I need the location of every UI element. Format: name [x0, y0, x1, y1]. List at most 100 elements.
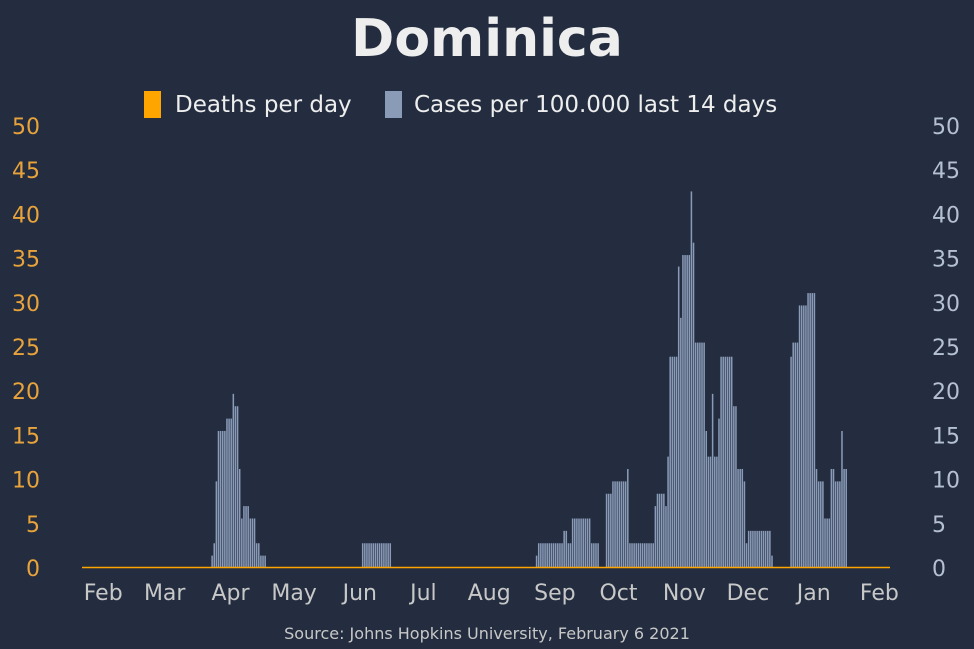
cases-bar: [243, 506, 245, 568]
x-tick-label: Nov: [663, 581, 706, 606]
cases-bar: [722, 356, 724, 568]
left-tick-label: 45: [12, 159, 40, 184]
cases-bar: [224, 430, 226, 568]
cases-bar: [796, 342, 799, 568]
left-tick-label: 50: [12, 115, 40, 140]
cases-bar: [654, 506, 657, 568]
cases-bar: [680, 317, 682, 568]
cases-bar: [641, 543, 644, 568]
cases-bar: [215, 481, 218, 568]
cases-bar: [576, 518, 578, 568]
cases-bar: [688, 255, 691, 568]
right-tick-label: 20: [932, 380, 960, 405]
cases-bar: [620, 481, 623, 568]
cases-bar: [639, 543, 642, 568]
cases-bar: [535, 555, 538, 568]
cases-bar: [571, 518, 574, 568]
cases-bar: [658, 493, 661, 568]
cases-series: [211, 191, 847, 569]
cases-bar: [741, 468, 744, 568]
cases-bar: [646, 543, 648, 568]
cases-bar: [794, 342, 797, 568]
x-tick-label: May: [271, 581, 316, 606]
x-axis: Feb Mar Apr May Jun Jul Aug Sep Oct Nov Dec Jan Feb: [84, 581, 899, 606]
cases-bar: [610, 493, 612, 568]
cases-bar: [230, 418, 232, 568]
cases-bar: [249, 518, 252, 568]
cases-bar: [554, 543, 557, 568]
cases-bar: [817, 481, 820, 568]
right-tick-label: 10: [932, 469, 960, 494]
cases-bar: [385, 543, 387, 568]
right-tick-label: 35: [932, 248, 960, 273]
cases-bar: [374, 543, 377, 568]
cases-bar: [588, 518, 591, 568]
cases-bar: [387, 543, 389, 568]
cases-bar: [631, 543, 633, 568]
cases-bar: [656, 493, 659, 568]
cases-bar: [709, 456, 712, 568]
cases-bar: [370, 543, 372, 568]
cases-bar: [253, 518, 256, 568]
cases-bar: [692, 242, 695, 568]
cases-bar: [629, 543, 631, 568]
right-tick-label: 5: [932, 513, 946, 538]
cases-bar: [258, 543, 260, 568]
cases-bar: [845, 468, 847, 568]
cases-bar: [713, 456, 716, 568]
right-tick-label: 50: [932, 115, 960, 140]
cases-bar: [760, 530, 763, 568]
cases-bar: [711, 393, 714, 568]
cases-bar: [597, 543, 599, 568]
cases-bar: [690, 191, 693, 569]
cases-bar: [226, 418, 228, 568]
cases-bar: [843, 468, 845, 568]
cases-bar: [578, 518, 580, 568]
x-tick-label: Jun: [341, 581, 377, 606]
cases-bar: [699, 342, 701, 568]
legend-swatch-deaths: [144, 91, 161, 118]
cases-bar: [389, 543, 392, 568]
cases-bar: [673, 356, 676, 568]
chart-title: Dominica: [351, 9, 623, 69]
cases-bar: [544, 543, 546, 568]
cases-bar: [675, 356, 678, 568]
cases-bar: [815, 468, 818, 568]
cases-bar: [232, 393, 235, 568]
cases-bar: [590, 543, 593, 568]
cases-bar: [754, 530, 756, 568]
cases-bar: [540, 543, 542, 568]
cases-bar: [251, 518, 254, 568]
cases-bar: [803, 305, 805, 568]
cases-bar: [364, 543, 366, 568]
cases-bar: [217, 430, 220, 568]
left-tick-label: 5: [26, 513, 40, 538]
legend-label-cases: Cases per 100.000 last 14 days: [414, 92, 777, 118]
cases-bar: [750, 530, 752, 568]
cases-bar: [245, 506, 247, 568]
source-note: Source: Johns Hopkins University, Februa…: [284, 624, 690, 643]
cases-bar: [637, 543, 640, 568]
cases-bar: [792, 342, 794, 568]
cases-bar: [836, 481, 839, 568]
cases-bar: [724, 356, 727, 568]
cases-bar: [752, 530, 754, 568]
left-y-axis: 0 5 10 15 20 25 30 35 40 45 50: [12, 115, 40, 582]
cases-bar: [707, 456, 710, 568]
x-tick-label: Dec: [727, 581, 770, 606]
cases-bar: [762, 530, 765, 568]
cases-bar: [559, 543, 561, 568]
cases-bar: [841, 430, 843, 568]
cases-bar: [828, 518, 831, 568]
cases-bar: [800, 305, 803, 568]
cases-bar: [697, 342, 699, 568]
cases-bar: [262, 555, 264, 568]
cases-bar: [361, 543, 364, 568]
right-tick-label: 25: [932, 336, 960, 361]
cases-bar: [830, 468, 833, 568]
cases-bar: [686, 255, 688, 568]
x-tick-label: Feb: [860, 581, 899, 606]
left-tick-label: 10: [12, 469, 40, 494]
